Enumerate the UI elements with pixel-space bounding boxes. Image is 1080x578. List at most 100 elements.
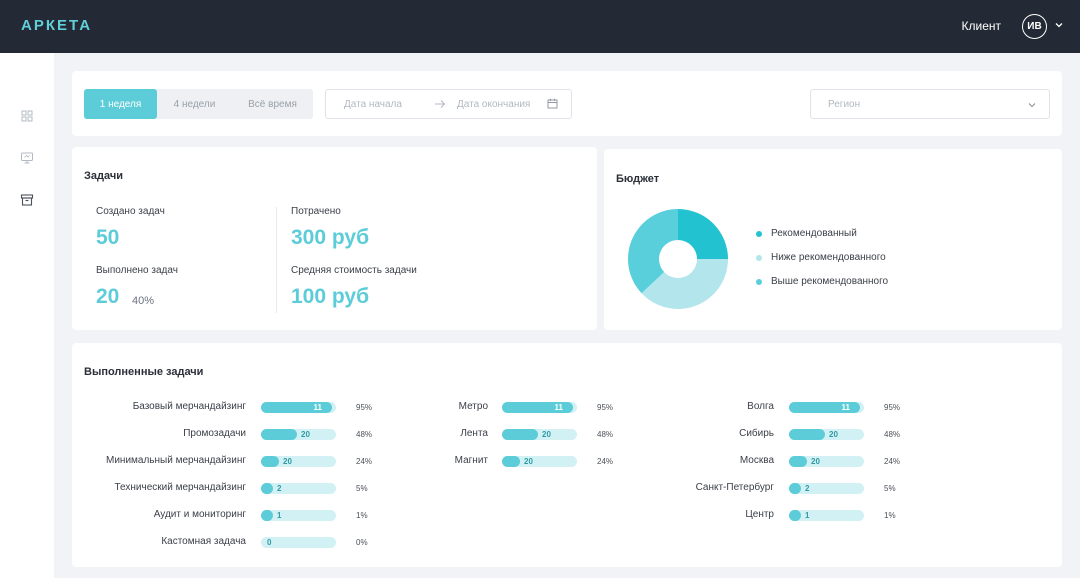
region-select[interactable]: Регион — [810, 89, 1050, 119]
legend-item: Ниже рекомендованного — [756, 252, 886, 263]
bar-percent: 48% — [884, 430, 901, 439]
bar-percent: 24% — [356, 457, 373, 466]
bar-percent: 95% — [884, 403, 901, 412]
tab-4-weeks[interactable]: 4 недели — [173, 98, 216, 110]
tab-all-time[interactable]: Всё время — [248, 98, 297, 110]
grid-icon[interactable] — [20, 109, 34, 123]
avg-cost-value: 100 руб — [291, 285, 370, 308]
bar-fill — [261, 483, 273, 494]
bar-count: 2 — [277, 484, 282, 493]
bar-track: 1 — [789, 510, 864, 521]
created-label: Создано задач — [96, 206, 165, 217]
row-label: Москва — [739, 455, 774, 466]
row-label: Базовый мерчандайзинг — [132, 401, 246, 412]
bar-percent: 48% — [356, 430, 373, 439]
row-label: Технический мерчандайзинг — [114, 482, 247, 493]
filter-panel: 1 неделя 4 недели Всё время Дата начала … — [72, 71, 1062, 136]
completed-tasks-card: Выполненные задачи Базовый мерчандайзинг… — [72, 343, 1062, 567]
bar-track: 20 — [261, 456, 336, 467]
budget-donut-chart — [628, 209, 728, 309]
row-label: Минимальный мерчандайзинг — [106, 455, 246, 466]
bar-track: 20 — [261, 429, 336, 440]
bar-percent: 5% — [884, 484, 896, 493]
created-value: 50 — [96, 226, 120, 249]
bar-track: 20 — [789, 456, 864, 467]
chevron-down-icon — [1028, 103, 1036, 108]
tasks-card: Задачи Создано задач 50 Выполнено задач … — [72, 147, 597, 330]
row-label: Волга — [747, 401, 774, 412]
calendar-icon[interactable] — [547, 98, 558, 109]
bar-count: 20 — [811, 457, 820, 466]
completed-percent: 40% — [132, 295, 155, 307]
row-label: Промозадачи — [183, 428, 246, 439]
bar-percent: 1% — [884, 511, 896, 520]
client-label: Клиент — [961, 19, 1002, 33]
bar-track: 20 — [789, 429, 864, 440]
top-bar: АРКЕТА Клиент ИВ — [0, 0, 1080, 53]
bar-count: 20 — [542, 430, 551, 439]
bar-percent: 1% — [356, 511, 368, 520]
archive-icon[interactable] — [20, 193, 34, 207]
divider — [276, 207, 277, 313]
bar-percent: 95% — [356, 403, 373, 412]
row-label: Лента — [460, 428, 488, 439]
avatar[interactable]: ИВ — [1022, 14, 1047, 39]
legend-item: Выше рекомендованного — [756, 276, 888, 287]
bar-track: 0 — [261, 537, 336, 548]
bar-percent: 0% — [356, 538, 368, 547]
bar-fill — [502, 456, 520, 467]
bar-percent: 5% — [356, 484, 368, 493]
bar-track: 20 — [502, 429, 577, 440]
completed-value: 20 — [96, 285, 120, 308]
bar-count: 11 — [554, 403, 563, 412]
completed-label: Выполнено задач — [96, 265, 178, 276]
sidebar — [0, 53, 54, 578]
bar-fill — [261, 456, 279, 467]
budget-title: Бюджет — [616, 173, 660, 185]
bar-count: 1 — [277, 511, 282, 520]
legend-label: Ниже рекомендованного — [771, 252, 886, 263]
bar-fill — [261, 429, 297, 440]
arrow-right-icon — [435, 100, 446, 108]
bar-fill — [502, 429, 538, 440]
date-range-picker[interactable]: Дата начала Дата окончания — [325, 89, 572, 119]
bar-track: 11 — [261, 402, 336, 413]
row-label: Магнит — [454, 455, 488, 466]
bar-count: 1 — [805, 511, 810, 520]
date-start-input[interactable]: Дата начала — [344, 99, 402, 110]
row-label: Аудит и мониторинг — [153, 509, 246, 520]
bar-fill — [502, 402, 573, 413]
bar-percent: 24% — [884, 457, 901, 466]
bar-count: 20 — [524, 457, 533, 466]
bar-track: 11 — [502, 402, 577, 413]
row-label: Сибирь — [739, 428, 774, 439]
bar-count: 11 — [313, 403, 322, 412]
donut-slice — [628, 209, 678, 294]
legend-item: Рекомендованный — [756, 228, 857, 239]
date-end-input[interactable]: Дата окончания — [457, 99, 531, 110]
chevron-down-icon[interactable] — [1054, 20, 1064, 30]
bar-track: 2 — [789, 483, 864, 494]
bar-count: 20 — [283, 457, 292, 466]
legend-dot — [756, 230, 762, 237]
bar-fill — [789, 456, 807, 467]
logo[interactable]: АРКЕТА — [21, 17, 93, 34]
region-placeholder: Регион — [828, 99, 861, 110]
period-tabs: 1 неделя 4 недели Всё время — [84, 89, 313, 119]
bar-fill — [261, 510, 273, 521]
bar-percent: 24% — [597, 457, 614, 466]
bar-track: 1 — [261, 510, 336, 521]
legend-dot — [756, 278, 762, 285]
bar-track: 11 — [789, 402, 864, 413]
bar-count: 2 — [805, 484, 810, 493]
spent-label: Потрачено — [291, 206, 341, 217]
row-label: Центр — [745, 509, 774, 520]
bar-fill — [789, 483, 801, 494]
row-label: Кастомная задача — [161, 536, 246, 547]
tab-1-week[interactable]: 1 неделя — [84, 89, 157, 119]
spent-value: 300 руб — [291, 226, 370, 249]
monitor-icon[interactable] — [20, 151, 34, 165]
donut-slice — [678, 209, 728, 259]
bar-percent: 48% — [597, 430, 614, 439]
bar-fill — [789, 510, 801, 521]
